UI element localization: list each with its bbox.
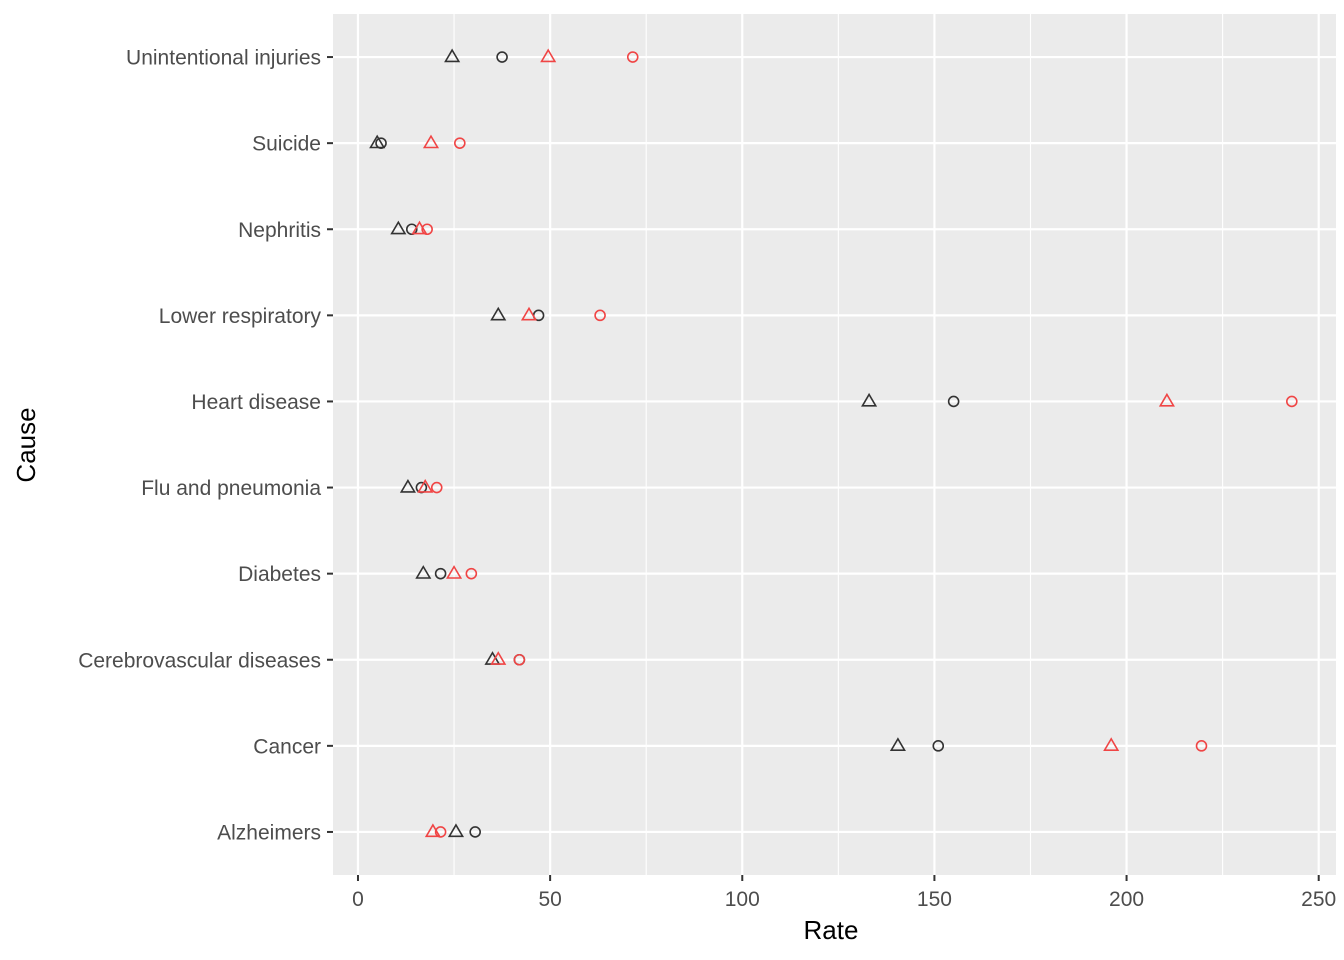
x-tick-label: 0	[352, 888, 364, 911]
point-triangle	[889, 737, 906, 751]
point-circle	[594, 309, 606, 322]
point-circle	[1286, 395, 1298, 408]
y-tick-label: Suicide	[252, 133, 321, 156]
point-circle	[469, 826, 481, 838]
major-gridlines	[333, 14, 1336, 875]
x-axis-title: Rate	[804, 915, 859, 945]
point-triangle	[490, 651, 507, 665]
minor-gridlines	[453, 14, 1224, 875]
y-tick-label: Heart disease	[191, 391, 321, 414]
point-triangle	[417, 478, 434, 493]
point-circle	[421, 223, 433, 236]
point-circle	[496, 51, 508, 63]
x-tick-label: 100	[725, 888, 760, 911]
y-tick-label: Nephritis	[238, 219, 321, 242]
data-points	[369, 48, 1298, 838]
point-triangle	[861, 392, 878, 407]
y-tick-label: Cerebrovascular diseases	[78, 649, 321, 672]
point-circle	[932, 740, 945, 752]
panel-background	[333, 14, 1336, 875]
point-circle	[513, 653, 526, 666]
point-triangle	[422, 134, 440, 149]
y-tick-label: Alzheimers	[217, 821, 321, 844]
point-circle	[947, 395, 960, 408]
point-triangle	[446, 565, 463, 579]
y-tick-label: Lower respiratory	[159, 305, 322, 328]
point-circle	[626, 51, 639, 63]
x-tick-label: 50	[538, 888, 561, 911]
point-circle	[375, 137, 387, 149]
y-tick-label: Diabetes	[238, 563, 321, 586]
x-tick-label: 150	[917, 888, 952, 911]
x-tick-label: 200	[1109, 888, 1144, 911]
point-triangle	[540, 48, 557, 63]
point-triangle	[1103, 737, 1120, 751]
point-circle	[434, 826, 447, 838]
point-triangle	[490, 306, 507, 321]
y-tick-label: Cancer	[253, 735, 321, 758]
point-triangle	[390, 220, 407, 235]
point-triangle	[415, 565, 432, 579]
y-tick-label: Unintentional injuries	[126, 47, 321, 70]
point-triangle	[444, 48, 461, 63]
point-triangle	[520, 306, 538, 321]
x-tick-label: 250	[1301, 888, 1336, 911]
point-circle	[454, 137, 466, 149]
point-triangle	[399, 478, 416, 493]
point-circle	[465, 567, 478, 580]
y-axis-ticks: Alzheimers Cancer Cerebrovascular diseases…	[78, 47, 333, 844]
point-circle	[430, 481, 443, 494]
y-tick-label: Flu and pneumonia	[141, 477, 321, 500]
y-axis-title: Cause	[11, 407, 41, 482]
point-triangle	[1158, 392, 1175, 407]
point-triangle	[447, 823, 465, 838]
x-axis-ticks: 0 50 100 150 200 250	[352, 875, 1336, 911]
point-circle	[1195, 740, 1208, 752]
point-circle	[434, 567, 447, 580]
